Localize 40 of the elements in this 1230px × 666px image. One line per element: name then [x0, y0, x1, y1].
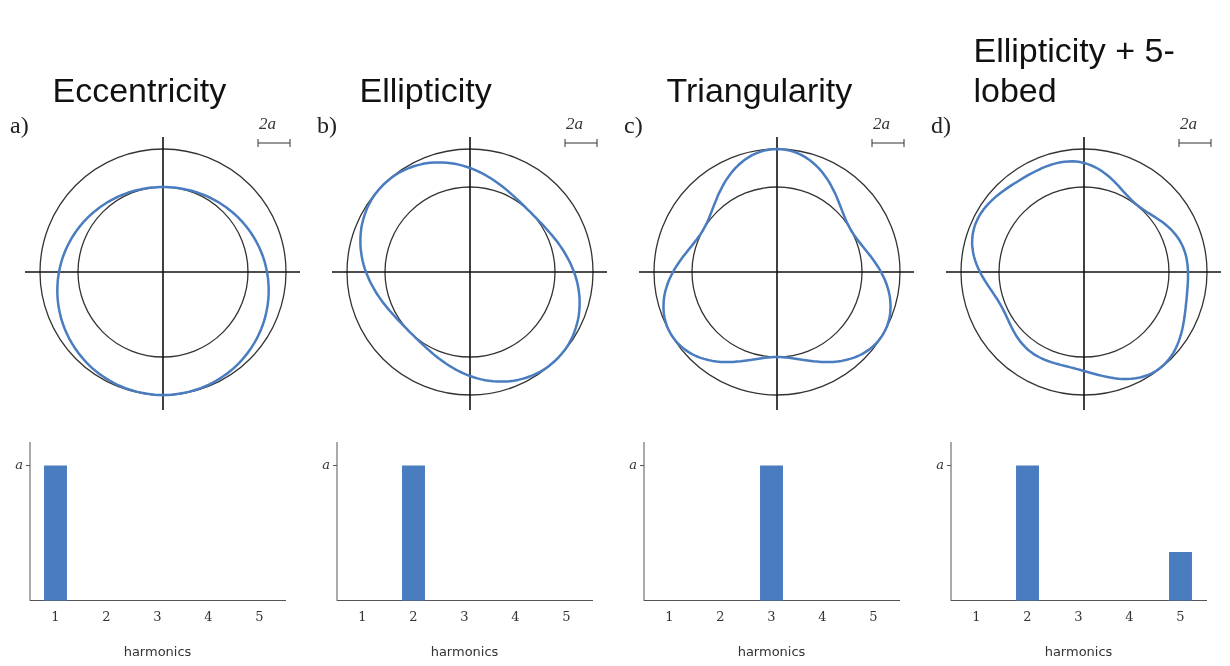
- text: a: [15, 456, 23, 472]
- x-tick-label: 1: [665, 608, 674, 624]
- x-tick-label: 2: [1023, 608, 1032, 624]
- x-tick-label: 2: [409, 608, 418, 624]
- chart-subtitle: a): [10, 112, 29, 139]
- x-axis-title: harmonics: [1044, 643, 1113, 659]
- text: a: [629, 456, 637, 472]
- x-axis-title: harmonics: [123, 643, 192, 659]
- chart-subtitle: d): [931, 112, 951, 139]
- text: 2a: [566, 114, 583, 134]
- x-axis-title: harmonics: [430, 643, 499, 659]
- text: a: [936, 456, 944, 472]
- text: 2a: [259, 114, 276, 134]
- x-tick-label: 3: [460, 608, 469, 624]
- chart-subtitle: b): [317, 112, 337, 139]
- x-axis-title: harmonics: [737, 643, 806, 659]
- x-tick-label: 3: [1074, 608, 1083, 624]
- x-tick-label: 2: [102, 608, 111, 624]
- text: 2a: [873, 114, 890, 134]
- x-tick-label: 4: [511, 608, 520, 624]
- x-tick-label: 1: [972, 608, 981, 624]
- x-tick-label: 4: [1125, 608, 1134, 624]
- x-tick-label: 3: [767, 608, 776, 624]
- x-tick-label: 5: [1176, 608, 1185, 624]
- chart-title: Ellipticity + 5-lobed: [973, 30, 1176, 110]
- text: a: [322, 456, 330, 472]
- x-tick-label: 5: [255, 608, 264, 624]
- x-tick-label: 5: [562, 608, 571, 624]
- chart-title: Ellipticity: [359, 70, 493, 110]
- x-tick-label: 4: [204, 608, 213, 624]
- x-tick-label: 1: [51, 608, 60, 624]
- x-tick-label: 2: [716, 608, 725, 624]
- x-tick-label: 3: [153, 608, 162, 624]
- x-tick-label: 4: [818, 608, 827, 624]
- chart-title: Eccentricity: [52, 70, 228, 110]
- x-tick-label: 5: [869, 608, 878, 624]
- text: 2a: [1180, 114, 1197, 134]
- chart-title: Triangularity: [666, 70, 854, 110]
- chart-subtitle: c): [624, 112, 643, 139]
- x-tick-label: 1: [358, 608, 367, 624]
